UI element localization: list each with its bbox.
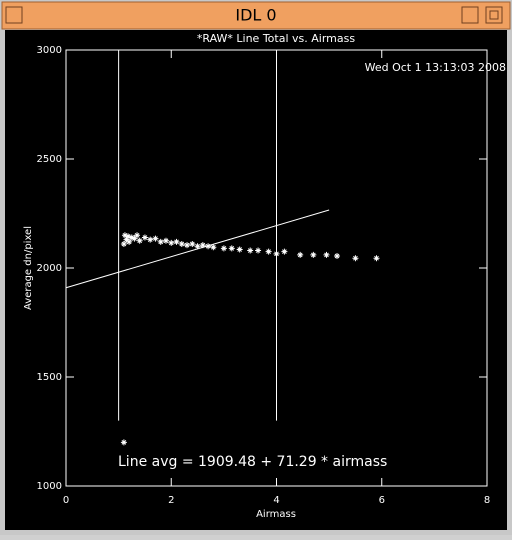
- y-tick-label: 3000: [37, 45, 62, 56]
- point: [121, 232, 128, 239]
- point: [125, 233, 132, 240]
- x-axis-label: Airmass: [256, 509, 296, 520]
- point: [236, 246, 243, 253]
- point: [310, 251, 317, 258]
- point: [134, 232, 141, 239]
- plot-canvas: [5, 30, 507, 530]
- point: [194, 243, 201, 250]
- maximize-icon: [489, 10, 499, 20]
- point: [184, 242, 191, 249]
- point: [247, 247, 254, 254]
- point: [220, 245, 227, 252]
- y-axis-label: Average dn/pixel: [23, 226, 34, 310]
- window-title: IDL 0: [235, 6, 276, 25]
- point: [123, 236, 130, 243]
- point: [147, 236, 154, 243]
- point: [141, 234, 148, 241]
- point: [352, 255, 359, 262]
- maximize-button[interactable]: [485, 6, 503, 24]
- line: [65, 209, 330, 289]
- point: [157, 238, 164, 245]
- point: [120, 241, 127, 248]
- point: [136, 237, 143, 244]
- y-tick-label: 1500: [37, 372, 62, 383]
- point: [255, 247, 262, 254]
- x-tick-label: 8: [484, 495, 490, 506]
- chart-title: *RAW* Line Total vs. Airmass: [197, 32, 355, 45]
- point: [210, 244, 217, 251]
- point: [265, 248, 272, 255]
- point: [189, 241, 196, 248]
- point: [373, 255, 380, 262]
- point: [297, 251, 304, 258]
- fit-annotation: Line avg = 1909.48 + 71.29 * airmass: [118, 454, 387, 470]
- point: [120, 439, 127, 446]
- point: [281, 248, 288, 255]
- point: [126, 238, 133, 245]
- y-tick-label: 2000: [37, 263, 62, 274]
- point: [168, 239, 175, 246]
- point: [173, 238, 180, 245]
- point: [178, 241, 185, 248]
- point: [128, 234, 135, 241]
- point: [228, 245, 235, 252]
- x-tick-label: 4: [273, 495, 279, 506]
- timestamp: Wed Oct 1 13:13:03 2008: [365, 61, 506, 74]
- x-tick-label: 0: [63, 495, 69, 506]
- minimize-button[interactable]: [461, 6, 479, 24]
- point: [152, 235, 159, 242]
- x-tick-label: 2: [168, 495, 174, 506]
- point: [323, 251, 330, 258]
- point: [131, 235, 138, 242]
- title-bar[interactable]: [1, 1, 511, 30]
- y-tick-label: 1000: [37, 481, 62, 492]
- point: [334, 253, 341, 260]
- y-tick-label: 2500: [37, 154, 62, 165]
- x-tick-label: 6: [379, 495, 385, 506]
- point: [199, 242, 206, 249]
- menu-button[interactable]: [5, 6, 23, 24]
- point: [162, 237, 169, 244]
